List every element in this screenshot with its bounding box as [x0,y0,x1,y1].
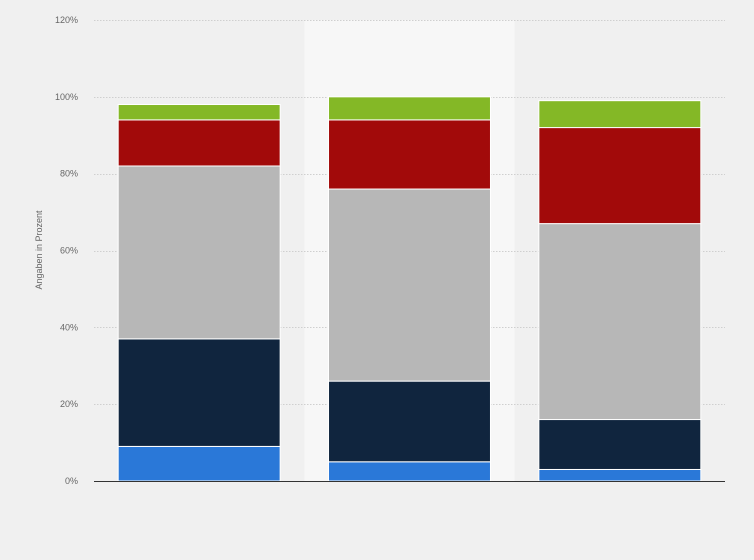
bar-segment[interactable] [538,223,702,421]
y-tick-label: 100% [55,92,78,102]
bar-segment[interactable] [328,188,491,382]
bar-segment[interactable] [328,96,491,121]
bar-segment[interactable] [328,461,491,482]
bar-segment[interactable] [538,419,702,470]
bars [117,96,702,482]
y-tick-label: 0% [65,476,78,486]
y-axis-title: Angaben in Prozent [34,210,44,290]
y-tick-label: 80% [60,169,78,179]
bar-segment[interactable] [328,380,491,463]
bar-segment[interactable] [117,119,281,167]
bar-stack [538,100,702,482]
bar-segment[interactable] [117,104,281,121]
y-tick-labels: 0% 20% 40% 60% 80% 100% 120% [55,15,78,486]
bar-stack [117,104,281,482]
y-tick-label: 120% [55,15,78,25]
bar-segment[interactable] [538,468,702,482]
y-tick-label: 20% [60,399,78,409]
y-tick-label: 60% [60,246,78,256]
bar-segment[interactable] [117,445,281,482]
bar-segment[interactable] [538,127,702,225]
bar-stack [328,96,491,482]
bar-segment[interactable] [117,338,281,447]
bar-segment[interactable] [538,100,702,129]
bar-segment[interactable] [328,119,491,190]
bar-segment[interactable] [117,165,281,340]
y-tick-label: 40% [60,322,78,332]
